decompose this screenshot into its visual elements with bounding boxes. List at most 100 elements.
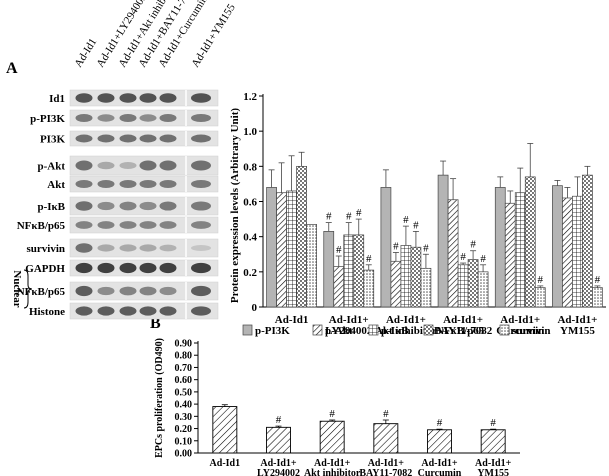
blot-band — [97, 161, 115, 170]
bar — [427, 429, 452, 454]
significance-mark: # — [595, 274, 601, 286]
y-tick-label: 0.80 — [175, 351, 193, 362]
y-tick-label: 1.0 — [243, 126, 257, 138]
blot-band — [97, 244, 115, 252]
significance-mark: # — [383, 408, 389, 420]
blot-band — [159, 262, 177, 274]
y-tick-label: 1.2 — [243, 91, 257, 103]
bar-p-Akt — [504, 202, 516, 308]
blot-band — [159, 93, 177, 103]
blot-band — [75, 285, 93, 297]
blot-band — [191, 306, 211, 316]
y-tick-label: 0.4 — [243, 232, 257, 244]
category-label: Ad-Id1 — [275, 314, 309, 326]
bar-p-IκB — [457, 264, 469, 308]
significance-mark: # — [366, 253, 372, 265]
legend-entry: p-PI3K — [255, 325, 290, 337]
blot-band — [75, 93, 93, 103]
legend-entry: p-Akt — [325, 325, 353, 337]
bar — [373, 423, 399, 454]
blot-band — [75, 179, 93, 189]
bar-p-IκB — [572, 195, 583, 308]
bar-survivin — [420, 267, 432, 308]
significance-mark: # — [403, 214, 409, 226]
significance-mark: # — [393, 240, 399, 252]
blot-band — [119, 179, 137, 189]
blot-band — [75, 201, 93, 211]
blot-band — [139, 93, 157, 103]
bar-p-PI3K — [266, 187, 277, 308]
y-tick-label: 0.00 — [175, 449, 193, 460]
blot-band — [97, 306, 115, 316]
legend-swatch — [499, 324, 510, 336]
blot-band — [97, 93, 115, 103]
bar-p-IκB — [514, 192, 526, 308]
category-label: Ad-Id1+ — [314, 458, 351, 469]
blot-band — [97, 262, 115, 274]
blot-band — [139, 201, 157, 211]
blot-band — [119, 93, 137, 103]
blot-band — [191, 262, 211, 274]
blot-band — [75, 243, 93, 253]
bar-survivin — [477, 271, 489, 308]
y-tick-label: 0.8 — [243, 161, 257, 173]
bar-NFκB/p65 — [296, 165, 307, 308]
blot-band — [159, 201, 177, 211]
bar-survivin — [306, 224, 317, 308]
legend-entry: survivin — [512, 325, 551, 337]
blot-row-label: p-IκB — [37, 201, 65, 213]
category-label: Ad-Id1+ — [386, 314, 426, 326]
blot-band — [119, 262, 137, 274]
category-label: Ad-Id1+ — [329, 314, 369, 326]
y-tick-label: 0.10 — [175, 436, 193, 447]
epc-proliferation-chart: 0.00 0.100.200.300.40 0.500.600.700.800.90… — [154, 338, 520, 476]
blot-row-label: Id1 — [49, 93, 65, 105]
y-tick-label: 0.50 — [175, 387, 193, 398]
blot-band — [139, 244, 157, 252]
blot-band — [75, 262, 93, 274]
y-tick-label: 0.70 — [175, 363, 193, 374]
blot-band — [97, 286, 115, 296]
category-label: Akt inhibitor — [375, 325, 437, 337]
bar-p-Akt — [447, 199, 459, 308]
blot-band — [119, 201, 137, 211]
blot-band — [119, 286, 137, 296]
bar-NFκB/p65 — [353, 234, 365, 308]
blot-band — [119, 134, 137, 143]
blot-band — [191, 285, 211, 297]
blot-band — [191, 93, 211, 103]
bar-NFκB/p65 — [410, 246, 422, 308]
significance-mark: # — [346, 211, 352, 223]
bar-p-PI3K — [552, 185, 563, 308]
blot-band — [119, 221, 137, 229]
category-label: Ad-Id1+ — [260, 458, 297, 469]
blot-band — [139, 134, 157, 143]
blot-band — [119, 244, 137, 252]
blot-band — [75, 306, 93, 316]
blot-band — [97, 114, 115, 122]
significance-mark: # — [538, 274, 544, 286]
y-tick-label: 0.60 — [175, 375, 193, 386]
y-tick-label: 0 — [252, 302, 258, 314]
significance-mark: # — [413, 219, 419, 231]
category-label: LY294002 — [325, 325, 373, 337]
category-label: YM155 — [560, 325, 595, 337]
y-axis-label: Protein expression levels (Arbitrary Uni… — [229, 108, 241, 303]
blot-band — [97, 201, 115, 211]
blot-band — [159, 160, 177, 171]
significance-mark: # — [356, 207, 362, 219]
blot-band — [159, 221, 177, 229]
significance-mark: # — [480, 253, 486, 265]
category-label: LY294002 — [257, 468, 300, 476]
bar-p-PI3K — [437, 174, 449, 308]
category-label: YM155 — [477, 468, 509, 476]
y-tick-label: 0.40 — [175, 400, 193, 411]
bar-p-PI3K — [494, 187, 506, 308]
bar-survivin — [592, 287, 603, 308]
blot-band — [119, 161, 137, 170]
blot-band — [75, 113, 93, 123]
blot-band — [159, 286, 177, 296]
category-label: Ad-Id1+ — [500, 314, 540, 326]
